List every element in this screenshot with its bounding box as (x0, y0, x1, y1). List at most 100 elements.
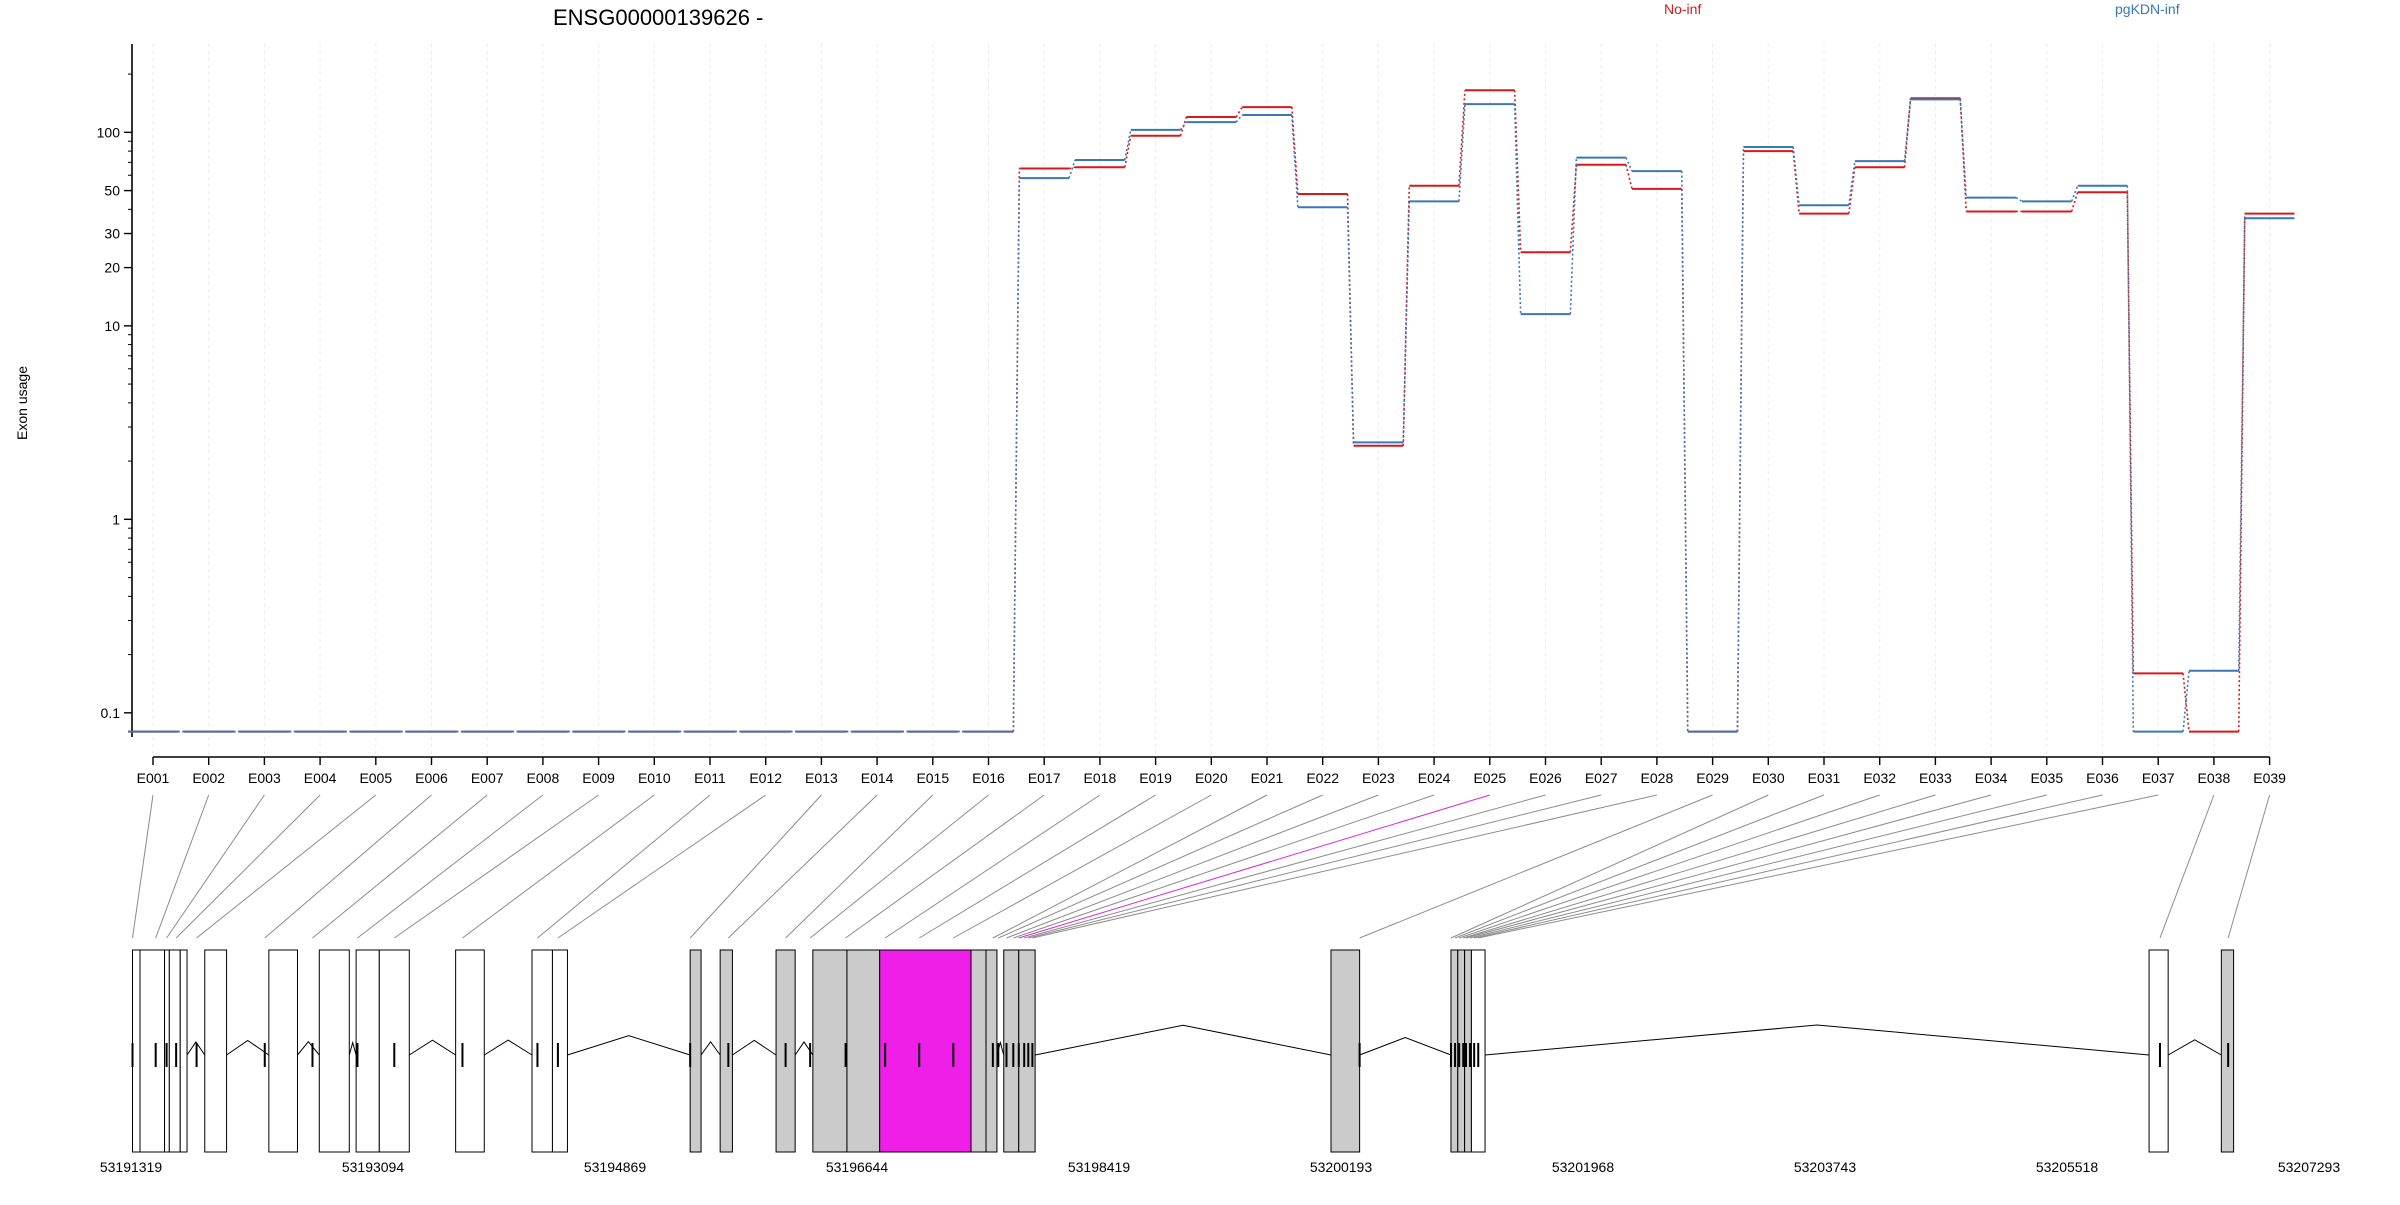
y-tick-label: 100 (97, 124, 121, 140)
exon-connector (1032, 794, 1658, 939)
series-connector (1123, 129, 1132, 161)
x-tick-label: E032 (1863, 770, 1896, 786)
intron-line (1035, 1024, 1332, 1056)
legend-pgkdn-inf: pgKDN-inf (2115, 1, 2180, 17)
series-connector (2015, 196, 2023, 203)
series-connector (1959, 98, 1968, 212)
chart-title: ENSG00000139626 - (553, 5, 763, 30)
exon-box (179, 949, 188, 1153)
exon-connector (557, 794, 766, 939)
exon-box (2148, 949, 2169, 1153)
series-connector (1235, 114, 1243, 123)
exon-connector (462, 794, 655, 939)
series-connector (2126, 192, 2135, 674)
legend-no-inf: No-inf (1664, 1, 1701, 17)
x-tick-label: E009 (582, 770, 615, 786)
series-connector (1012, 178, 1021, 732)
x-tick-label: E015 (916, 770, 949, 786)
x-tick-label: E024 (1418, 770, 1451, 786)
exon-connector (1463, 794, 1936, 939)
exon-connector (196, 794, 377, 939)
exon-connector (1024, 794, 1546, 939)
exon-connector (166, 794, 265, 939)
series-connector (2237, 218, 2246, 671)
exon-connector (1454, 794, 1825, 939)
exon-box (204, 949, 228, 1153)
exon-connector (1469, 794, 2047, 939)
exon-connector (1006, 794, 1379, 939)
exon-connector (1474, 794, 2103, 939)
exon-connector (1013, 794, 1435, 939)
x-tick-label: E008 (527, 770, 560, 786)
exon-connector (2227, 794, 2271, 939)
x-tick-label: E018 (1084, 770, 1117, 786)
series-connector (2182, 670, 2190, 732)
intron-line (732, 1039, 777, 1056)
x-tick-label: E035 (2030, 770, 2063, 786)
x-tick-label: E020 (1195, 770, 1228, 786)
x-tick-label: E021 (1251, 770, 1284, 786)
exon-connector (155, 794, 210, 939)
y-tick-label: 10 (104, 318, 120, 334)
x-tick-label: E005 (359, 770, 392, 786)
intron-line (186, 1041, 206, 1056)
exon-connector (884, 794, 1101, 939)
exon-connector (727, 794, 878, 939)
exon-connector (1450, 794, 1769, 939)
series-connector (1458, 90, 1466, 186)
series-connector (1569, 157, 1578, 315)
coordinate-label: 53201968 (1552, 1159, 1615, 1175)
x-tick-label: E006 (415, 770, 448, 786)
series-pgKDN-inf (128, 98, 2295, 733)
series-connector (2237, 213, 2246, 732)
x-tick-label: E029 (1696, 770, 1729, 786)
intron-line (348, 1040, 357, 1056)
x-tick-label: E027 (1585, 770, 1618, 786)
exon-connector (537, 794, 711, 939)
series-connector (1569, 164, 1578, 253)
exon-box (551, 949, 568, 1153)
intron-line (2167, 1039, 2222, 1056)
exon-box (318, 949, 350, 1153)
coordinate-label: 53198419 (1068, 1159, 1131, 1175)
x-tick-label: E034 (1975, 770, 2008, 786)
x-tick-label: E028 (1641, 770, 1674, 786)
exon-box (985, 949, 998, 1153)
exon-connectors (132, 794, 2271, 939)
exon-connector (1028, 794, 1602, 939)
intron-line (409, 1039, 456, 1056)
exon-connector (809, 794, 989, 939)
grid-lines (152, 44, 2271, 757)
y-axis-label: Exon usage (14, 366, 30, 440)
series-lines (128, 89, 2295, 733)
series-connector (2182, 673, 2190, 732)
x-tick-label: E016 (972, 770, 1005, 786)
x-tick-label: E010 (638, 770, 671, 786)
exon-connector (689, 794, 822, 939)
exon-connector (918, 794, 1156, 939)
exon-connector (998, 794, 1323, 939)
coordinate-label: 53193094 (342, 1159, 405, 1175)
series-connector (1736, 146, 1745, 732)
x-tick-label: E037 (2142, 770, 2175, 786)
coordinate-label: 53191319 (100, 1159, 163, 1175)
series-connector (1458, 104, 1466, 202)
exon-box (689, 949, 702, 1153)
x-tick-label: E025 (1473, 770, 1506, 786)
x-tick-label: E036 (2086, 770, 2119, 786)
intron-line (700, 1041, 721, 1056)
y-tick-label: 0.1 (101, 705, 121, 721)
x-tick-label: E007 (471, 770, 504, 786)
exon-connector (1478, 794, 2159, 939)
exon-connector (2159, 794, 2215, 939)
exon-box (846, 949, 881, 1153)
exon-box (355, 949, 380, 1153)
y-tick-label: 50 (104, 183, 120, 199)
exon-connector (175, 794, 321, 939)
series-connector (1903, 99, 1912, 162)
exon-box (531, 949, 553, 1153)
intron-line (484, 1039, 533, 1056)
x-tick-label: E033 (1919, 770, 1952, 786)
exon-box (879, 949, 972, 1153)
